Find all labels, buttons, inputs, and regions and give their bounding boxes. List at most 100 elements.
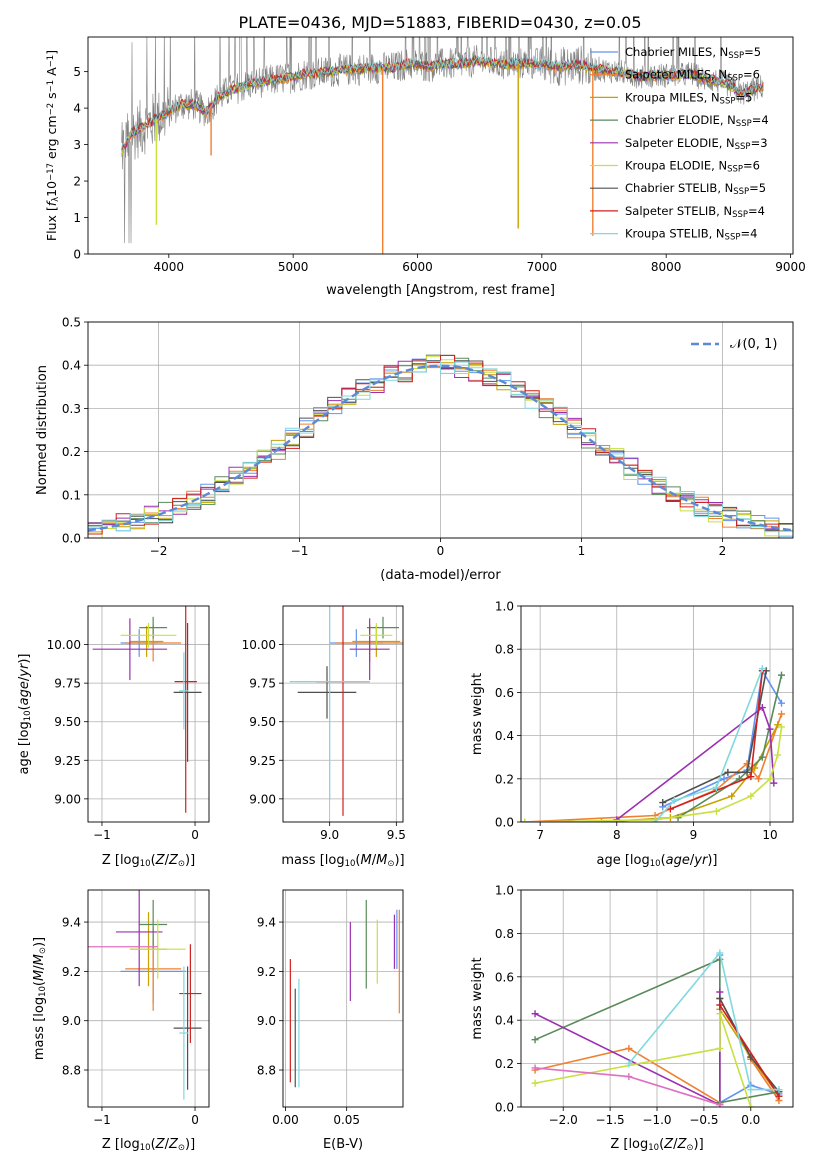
x-axis-label-part: / [165,853,170,868]
y-tick-label: 9.2 [257,965,276,979]
x-axis-label-part: )] [185,1137,195,1152]
x-axis-label-part: M [361,853,372,868]
x-axis-label: E(B-V) [323,1137,363,1152]
x-axis-label-part: ( [151,853,156,868]
y-axis-label: mass weight [470,957,485,1039]
x-axis-label-part: / [165,1137,170,1152]
weight-series [534,1013,752,1107]
weight-marker [728,792,736,800]
y-axis-label-part: 10 [38,986,48,997]
legend-entry-part: =5 [735,90,752,104]
y-tick-label: 4 [73,102,81,116]
axes-frame [87,605,210,823]
weight-marker [625,1060,633,1068]
legend-entry-part: Kroupa MILES, N [625,90,720,104]
weight-marker [778,710,786,718]
x-axis-label-part: / [372,853,377,868]
x-axis-label-part: Z [168,853,179,868]
figure-title: PLATE=0436, MJD=51883, FIBERID=0430, z=0… [238,13,641,32]
weight-marker [720,775,728,783]
legend-entry-part: =4 [752,113,769,127]
weight-marker [716,1044,724,1052]
y-axis-label-part: age [log [17,721,32,774]
legend-entry-part: Chabrier STELIB, N [625,181,733,195]
legend-entry-part: Salpeter MILES, N [625,68,727,82]
line-area [521,665,786,822]
y-axis-label-part: ( [32,981,47,986]
y-tick-label: 0.0 [495,816,514,830]
x-tick-label: 7 [536,828,544,842]
x-axis-label-part: yr [693,853,709,868]
weight-marker [774,751,782,759]
x-tick-label: 7000 [527,260,558,274]
x-axis-label-part: ( [355,853,360,868]
legend-entry-part: SSP [736,119,752,129]
y-tick-label: 0.0 [62,532,81,546]
spectrum-plot-area [121,37,764,254]
y-axis-label-part: M [32,954,47,965]
weight-series [677,674,783,819]
mass-weight-vs-metallicity-panel: −2.0 −1.5 −1.0 −0.5 0.0 0.0 0.2 0.4 0.6 0.8 1.0 Z [… [470,884,794,1153]
y-tick-label: 9.75 [249,677,276,691]
weight-marker [747,1103,755,1107]
y-tick-label: 9.2 [62,965,81,979]
weight-marker [670,796,678,804]
x-tick-label: 9000 [775,260,806,274]
x-tick-label: 6000 [402,260,433,274]
legend-entry-part: Kroupa ELODIE, N [625,159,727,173]
y-tick-label: 0.8 [495,927,514,941]
x-axis-label-part: Z [676,1137,687,1152]
weight-marker [659,799,667,807]
y-tick-label: 1 [73,211,81,225]
y-tick-label: 0.3 [62,402,81,416]
legend-entry-part: Salpeter ELODIE, N [625,136,735,150]
x-axis-label-part: ( [151,1137,156,1152]
errorbar-area [88,890,202,1100]
y-axis-label-part: −2 [46,103,56,116]
spectrum-panel: 4000 5000 6000 7000 8000 9000 0 1 2 3 4 5 wavelength… [44,36,806,298]
y-tick-label: 0.0 [495,1101,514,1115]
y-axis-label: Flux [fλ10−17 erg cm−2 s−1 A−1] [44,50,61,241]
y-tick-label: 0.6 [495,970,514,984]
axes-frame [520,605,794,823]
weight-series [616,706,775,821]
y-axis-label-part: / [32,965,47,970]
y-axis-label-part: ] [44,50,59,55]
x-tick-label: 8 [613,828,621,842]
y-axis-label-part: M [32,970,47,981]
x-tick-label: 0.00 [272,1113,299,1127]
x-axis-label: Z [log10(Z/Z⊙)] [102,1137,195,1153]
x-axis-label: Z [log10(Z/Z⊙)] [102,853,195,869]
legend-entry-part: Chabrier ELODIE, N [625,113,736,127]
weight-marker [747,792,755,800]
residuals-panel: −2 −1 0 1 2 0.0 0.1 0.2 0.3 0.4 0.5 𝒩(0, 1) (data-mo… [35,316,794,583]
y-axis-label-part: −1 [46,80,56,93]
weight-marker [774,721,782,729]
x-axis-label: mass [log10(M/M⊙)] [281,853,404,869]
legend-entry: Chabrier ELODIE, NSSP=4 [625,113,769,129]
x-axis-label-part: )] [694,1137,704,1152]
x-axis-label-part: ( [659,1137,664,1152]
weight-series [719,998,780,1093]
y-tick-label: 9.0 [257,1014,276,1028]
y-tick-label: 9.50 [54,715,81,729]
y-tick-label: 0.8 [495,643,514,657]
legend-entry: 𝒩(0, 1) [730,337,777,352]
legend-entry-part: SSP [725,233,741,243]
y-axis-label-part: −17 [46,163,56,181]
y-axis-label-part: mass [log [32,997,47,1060]
weight-marker [724,768,732,776]
weight-marker [775,1092,783,1100]
y-tick-label: 5 [73,65,81,79]
legend-entry-part: =6 [743,159,760,173]
y-axis-label-part: erg cm [44,115,59,163]
y-tick-label: 0.4 [495,729,514,743]
y-axis-label-part: / [17,676,32,681]
weight-marker [758,753,766,761]
x-axis-label-part: Z [155,1137,166,1152]
legend-entry: Kroupa ELODIE, NSSP=6 [625,159,760,175]
weight-marker [531,1010,539,1018]
legend-entry-part: SSP [733,187,749,197]
